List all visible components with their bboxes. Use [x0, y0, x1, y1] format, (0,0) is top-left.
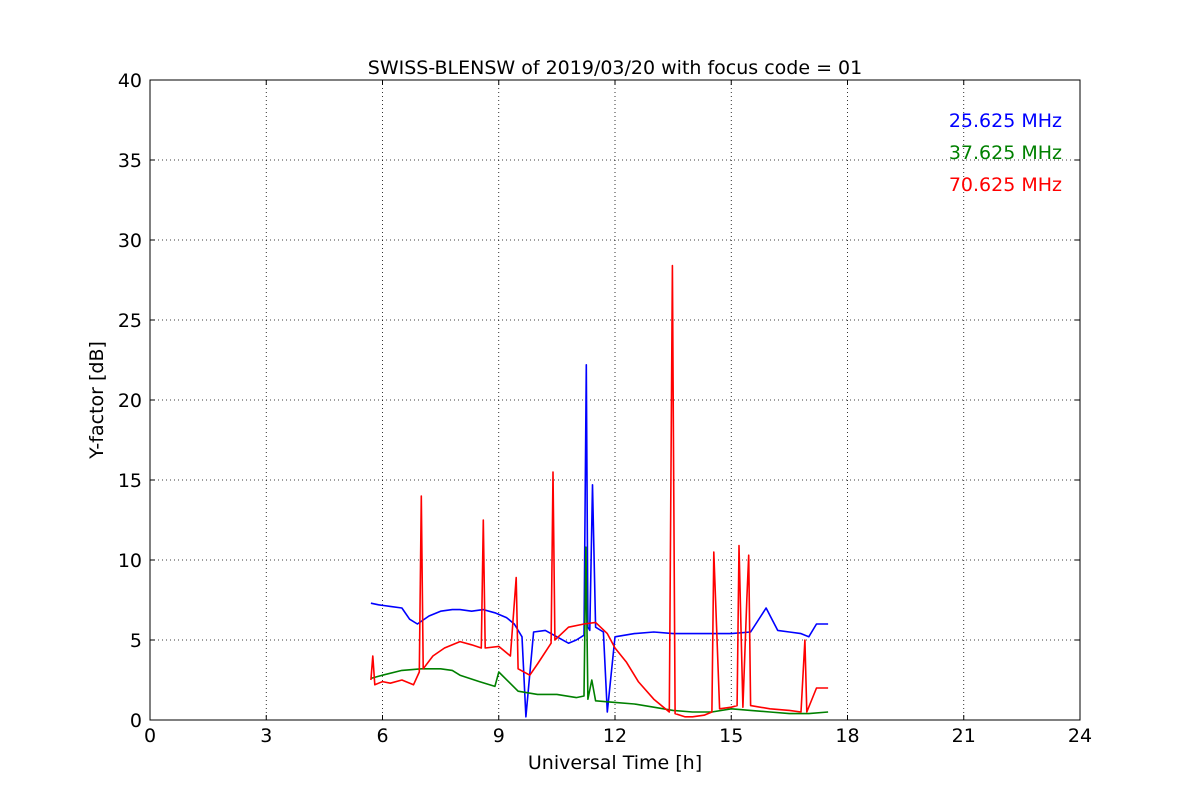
x-tick-label: 21: [952, 725, 976, 747]
plot-frame: [149, 79, 1081, 721]
plot-area: [370, 264, 829, 718]
y-tick-label: 0: [130, 710, 142, 732]
x-axis-label: Universal Time [h]: [528, 752, 702, 774]
y-tick-label: 30: [118, 230, 142, 252]
legend-entry-25mhz: 25.625 MHz: [949, 110, 1062, 132]
x-tick-label: 24: [1068, 725, 1092, 747]
x-tick-label: 3: [260, 725, 272, 747]
series-line-70-625-mhz: [370, 264, 829, 718]
y-axis-label: Y-factor [dB]: [86, 341, 108, 460]
series-line-37-625-mhz: [370, 546, 829, 715]
legend-entry-70mhz: 70.625 MHz: [949, 174, 1062, 196]
legend: 25.625 MHz 37.625 MHz 70.625 MHz: [949, 110, 1062, 196]
x-tick-label: 18: [835, 725, 859, 747]
x-tick-label: 15: [719, 725, 743, 747]
x-tick-label: 9: [493, 725, 505, 747]
x-tick-label: 12: [603, 725, 627, 747]
y-tick-label: 20: [118, 390, 142, 412]
y-tick-label: 40: [118, 70, 142, 92]
y-tick-label: 35: [118, 150, 142, 172]
x-tick-label: 6: [376, 725, 388, 747]
y-tick-label: 5: [130, 630, 142, 652]
y-tick-label: 15: [118, 470, 142, 492]
y-tick-label: 25: [118, 310, 142, 332]
legend-entry-37mhz: 37.625 MHz: [949, 142, 1062, 164]
x-tick-label: 0: [144, 725, 156, 747]
chart-title: SWISS-BLENSW of 2019/03/20 with focus co…: [368, 57, 862, 79]
y-tick-label: 10: [118, 550, 142, 572]
axis-ticks: 0 3 6 9 12 15 18 21 24 0 5 10 15 20 25 30 35 40: [118, 70, 1092, 747]
